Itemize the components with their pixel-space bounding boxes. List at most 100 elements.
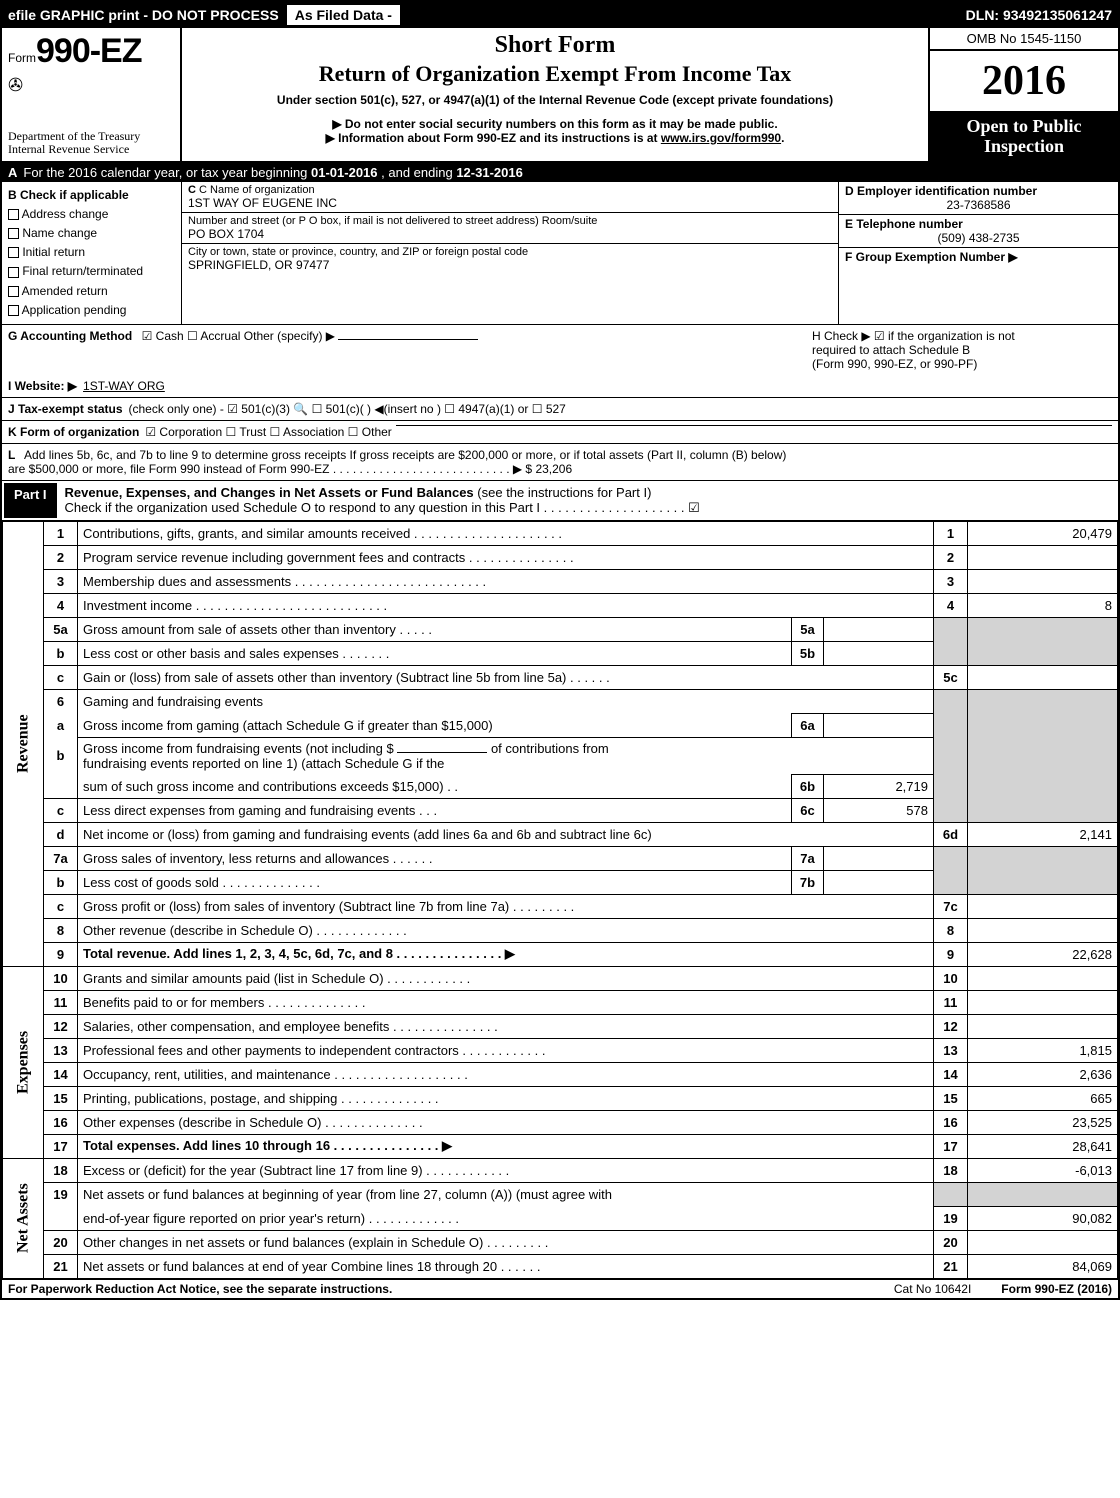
row-i-website: I Website: ▶ 1ST-WAY ORG	[2, 375, 1118, 398]
line-6c-subval: 578	[824, 798, 934, 822]
line-21-num: 21	[44, 1254, 78, 1278]
row-h-line3: (Form 990, 990-EZ, or 990-PF)	[812, 357, 1112, 371]
line-8-col: 8	[934, 918, 968, 942]
line-14-amt: 2,636	[968, 1062, 1118, 1086]
line-6d-amt: 2,141	[968, 822, 1118, 846]
line-4-amt: 8	[968, 593, 1118, 617]
row-h-line2: required to attach Schedule B	[812, 343, 1112, 357]
line-5c-num: c	[44, 665, 78, 689]
info-link-prefix: ▶ Information about Form 990-EZ and its …	[326, 131, 661, 145]
header-left: Form 990-EZ ✇ Department of the Treasury…	[2, 28, 182, 161]
return-subtitle: Under section 501(c), 527, or 4947(a)(1)…	[190, 93, 920, 107]
line-6b-subval: 2,719	[824, 774, 934, 798]
grey-cell	[934, 1182, 968, 1206]
line-13-col: 13	[934, 1038, 968, 1062]
org-city-label: City or town, state or province, country…	[188, 246, 832, 258]
grey-cell	[934, 870, 968, 894]
header-center: Short Form Return of Organization Exempt…	[182, 28, 928, 161]
org-city-cell: City or town, state or province, country…	[182, 244, 838, 324]
ssn-warning: ▶ Do not enter social security numbers o…	[190, 117, 920, 131]
line-6-num: 6	[44, 689, 78, 713]
line-10-desc: Grants and similar amounts paid (list in…	[78, 966, 934, 990]
grey-cell	[934, 774, 968, 798]
line-15-amt: 665	[968, 1086, 1118, 1110]
chk-name-change[interactable]: Name change	[8, 224, 175, 243]
grey-cell	[968, 870, 1118, 894]
website-value[interactable]: 1ST-WAY ORG	[83, 379, 165, 393]
line-19-num: 19	[44, 1182, 78, 1206]
form-number-block: Form 990-EZ	[8, 32, 174, 71]
chk-initial-return[interactable]: Initial return	[8, 243, 175, 262]
grey-cell	[968, 774, 1118, 798]
col-b-checkboxes: B Check if applicable Address change Nam…	[2, 182, 182, 324]
info-link-line: ▶ Information about Form 990-EZ and its …	[190, 131, 920, 145]
row-l-gross-receipts: L Add lines 5b, 6c, and 7b to line 9 to …	[2, 444, 1118, 481]
chk-application-pending[interactable]: Application pending	[8, 301, 175, 320]
chk-final-return[interactable]: Final return/terminated	[8, 262, 175, 281]
part-i-subtitle: (see the instructions for Part I)	[477, 485, 651, 500]
form-990ez-page: efile GRAPHIC print - DO NOT PROCESS As …	[0, 0, 1120, 1300]
dept-treasury: Department of the Treasury Internal Reve…	[8, 130, 174, 156]
section-b-to-f: B Check if applicable Address change Nam…	[2, 182, 1118, 325]
line-7a-desc: Gross sales of inventory, less returns a…	[78, 846, 792, 870]
line-1-desc: Contributions, gifts, grants, and simila…	[78, 521, 934, 545]
group-exemption-cell: F Group Exemption Number ▶	[839, 248, 1118, 324]
chk-address-change[interactable]: Address change	[8, 205, 175, 224]
row-a-tax-year: A For the 2016 calendar year, or tax yea…	[2, 163, 1118, 182]
grey-cell	[968, 1182, 1118, 1206]
line-3-desc: Membership dues and assessments . . . . …	[78, 569, 934, 593]
open-to-public-box: Open to Public Inspection	[930, 113, 1118, 161]
line-4-desc: Investment income . . . . . . . . . . . …	[78, 593, 934, 617]
footer-left: For Paperwork Reduction Act Notice, see …	[8, 1282, 864, 1296]
grey-cell	[968, 737, 1118, 774]
line-3-num: 3	[44, 569, 78, 593]
row-h: H Check ▶ ☑ if the organization is not r…	[812, 329, 1112, 371]
form-number: 990-EZ	[36, 32, 142, 71]
line-7c-col: 7c	[934, 894, 968, 918]
row-h-line1: H Check ▶ ☑ if the organization is not	[812, 329, 1112, 343]
irs-link[interactable]: www.irs.gov/form990	[661, 131, 781, 145]
org-street: PO BOX 1704	[188, 227, 832, 241]
line-11-num: 11	[44, 990, 78, 1014]
blank-num	[44, 1206, 78, 1230]
line-6a-sub: 6a	[792, 713, 824, 737]
row-i-label: I Website: ▶	[8, 379, 77, 393]
line-18-desc: Excess or (deficit) for the year (Subtra…	[78, 1158, 934, 1182]
line-2-col: 2	[934, 545, 968, 569]
line-1-col: 1	[934, 521, 968, 545]
line-17-col: 17	[934, 1134, 968, 1158]
row-g-label: G Accounting Method	[8, 329, 132, 343]
page-footer: For Paperwork Reduction Act Notice, see …	[2, 1279, 1118, 1298]
line-6c-sub: 6c	[792, 798, 824, 822]
line-19-amt: 90,082	[968, 1206, 1118, 1230]
line-5a-sub: 5a	[792, 617, 824, 641]
row-k-form-of-org: K Form of organization ☑ Corporation ☐ T…	[2, 421, 1118, 444]
line-5b-sub: 5b	[792, 641, 824, 665]
tax-year-begin: 01-01-2016	[311, 165, 378, 180]
row-l-text1: Add lines 5b, 6c, and 7b to line 9 to de…	[24, 448, 786, 462]
line-7b-sub: 7b	[792, 870, 824, 894]
phone-value: (509) 438-2735	[845, 231, 1112, 245]
line-10-amt	[968, 966, 1118, 990]
line-20-desc: Other changes in net assets or fund bala…	[78, 1230, 934, 1254]
line-8-amt	[968, 918, 1118, 942]
row-a-mid: , and ending	[381, 165, 456, 180]
line-9-col: 9	[934, 942, 968, 966]
row-a-text: For the 2016 calendar year, or tax year …	[23, 165, 522, 180]
chk-amended-return[interactable]: Amended return	[8, 282, 175, 301]
row-g: G Accounting Method ☑ Cash ☐ Accrual Oth…	[8, 329, 812, 343]
omb-number: OMB No 1545-1150	[930, 28, 1118, 51]
line-4-col: 4	[934, 593, 968, 617]
line-6c-desc: Less direct expenses from gaming and fun…	[78, 798, 792, 822]
line-6a-desc: Gross income from gaming (attach Schedul…	[78, 713, 792, 737]
line-16-desc: Other expenses (describe in Schedule O) …	[78, 1110, 934, 1134]
line-6-desc: Gaming and fundraising events	[78, 689, 934, 713]
line-1-amt: 20,479	[968, 521, 1118, 545]
part-i-tag: Part I	[4, 483, 57, 518]
revenue-side-label: Revenue	[3, 521, 44, 966]
line-18-col: 18	[934, 1158, 968, 1182]
line-12-col: 12	[934, 1014, 968, 1038]
line-17-amt: 28,641	[968, 1134, 1118, 1158]
line-12-amt	[968, 1014, 1118, 1038]
expenses-side-label: Expenses	[3, 966, 44, 1158]
